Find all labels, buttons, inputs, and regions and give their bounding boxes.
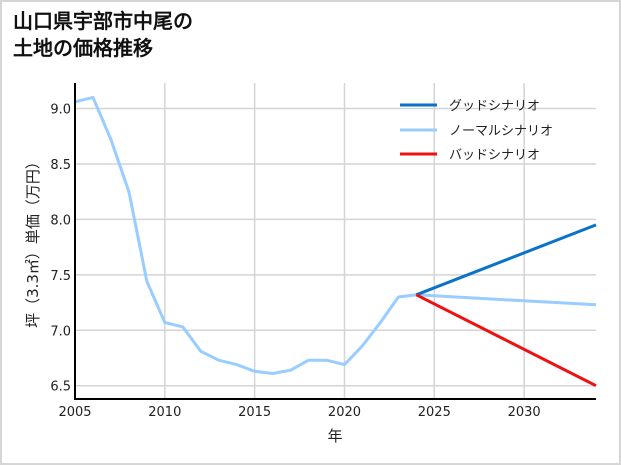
series-line-0 xyxy=(415,223,597,297)
y-tick-label: 8.0 xyxy=(50,213,71,228)
y-tick-label: 7.5 xyxy=(50,269,71,284)
series-line-1 xyxy=(74,95,597,375)
series-line-2 xyxy=(415,293,597,388)
chart-title-line2: 土地の価格推移 xyxy=(13,36,153,60)
x-tick-label: 2025 xyxy=(418,405,451,420)
x-tick-label: 2010 xyxy=(148,405,181,420)
y-tick-label: 9.0 xyxy=(50,103,71,118)
y-tick-label: 8.5 xyxy=(50,158,71,173)
x-tick-label: 2020 xyxy=(328,405,361,420)
x-tick-label: 2030 xyxy=(508,405,541,420)
x-axis-ticks: 2005 2010 2015 2020 2025 2030 xyxy=(58,405,540,420)
axes xyxy=(74,83,596,400)
y-tick-label: 6.5 xyxy=(50,380,71,395)
legend-label-1: ノーマルシナリオ xyxy=(449,124,553,139)
y-axis-label: 坪（3.3㎡）単価（万円） xyxy=(24,154,42,328)
x-tick-label: 2005 xyxy=(58,405,91,420)
chart-title: 山口県宇部市中尾の 土地の価格推移 xyxy=(13,8,193,62)
x-axis-label: 年 xyxy=(327,427,342,445)
chart-title-line1: 山口県宇部市中尾の xyxy=(13,9,193,33)
series-lines xyxy=(74,95,597,388)
gridlines xyxy=(75,83,596,399)
x-tick-label: 2015 xyxy=(238,405,271,420)
y-tick-label: 7.0 xyxy=(50,324,71,339)
legend-label-2: バッドシナリオ xyxy=(449,148,540,163)
legend-label-0: グッドシナリオ xyxy=(449,99,540,114)
y-axis-ticks: 6.5 7.0 7.5 8.0 8.5 9.0 xyxy=(50,103,71,395)
